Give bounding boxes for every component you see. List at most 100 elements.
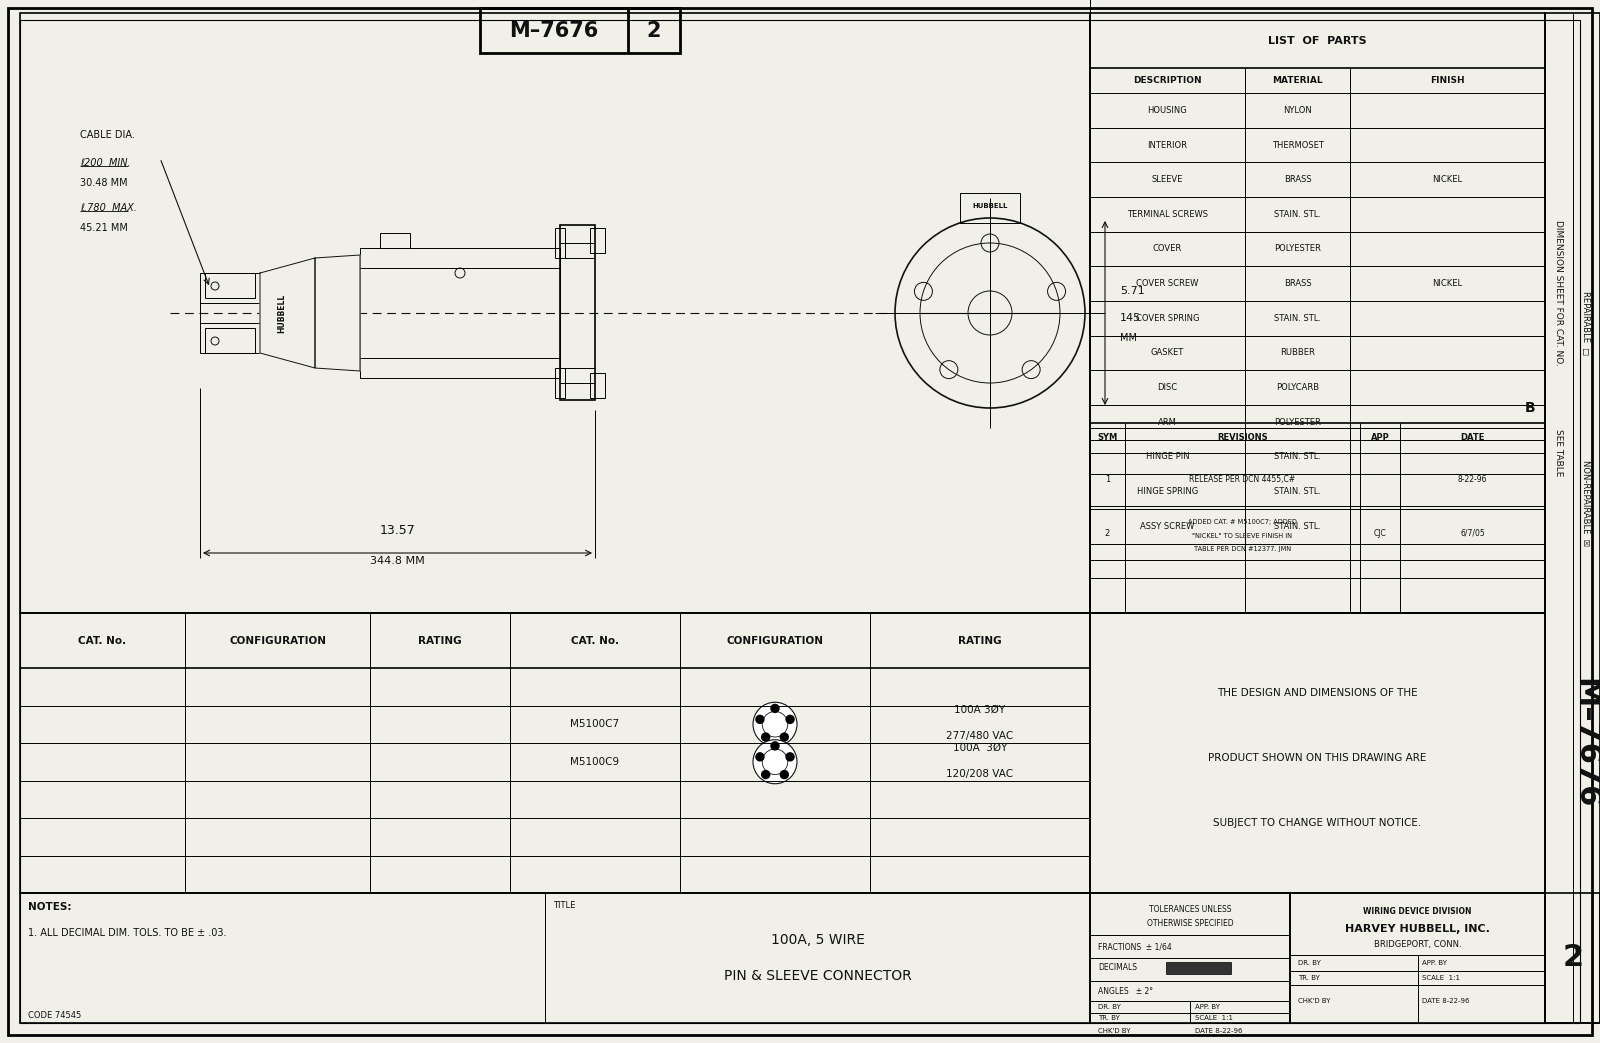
Text: DECIMALS: DECIMALS — [1098, 964, 1138, 972]
Bar — [960, 193, 1021, 223]
Text: 100A  3ØY: 100A 3ØY — [954, 743, 1006, 753]
Text: DR. BY: DR. BY — [1298, 960, 1322, 966]
Text: M–7676: M–7676 — [509, 21, 598, 41]
Text: HINGE SPRING: HINGE SPRING — [1138, 487, 1198, 496]
Text: REVISIONS: REVISIONS — [1218, 434, 1267, 442]
Text: FINISH: FINISH — [1430, 76, 1466, 84]
Bar — [205, 328, 254, 353]
Bar — [1090, 613, 1546, 893]
Circle shape — [781, 771, 789, 778]
Text: INTERIOR: INTERIOR — [1147, 141, 1187, 149]
Text: M–7676: M–7676 — [1571, 678, 1600, 808]
Text: APP. BY: APP. BY — [1195, 1004, 1221, 1010]
Bar — [1090, 423, 1546, 613]
Text: GASKET: GASKET — [1150, 348, 1184, 358]
Text: 1: 1 — [1106, 476, 1110, 484]
Text: HUBBELL: HUBBELL — [973, 203, 1008, 209]
Text: HUBBELL: HUBBELL — [277, 293, 286, 333]
Text: SLEEVE: SLEEVE — [1152, 175, 1182, 185]
Bar — [1090, 428, 1546, 613]
Text: RUBBER: RUBBER — [1280, 348, 1315, 358]
Bar — [1090, 13, 1546, 613]
Text: SCALE  1:1: SCALE 1:1 — [1195, 1015, 1234, 1021]
Text: SEE TABLE: SEE TABLE — [1555, 430, 1563, 477]
Text: ADDED CAT. # M5100C7; ADDED: ADDED CAT. # M5100C7; ADDED — [1189, 519, 1298, 526]
Text: COVER SPRING: COVER SPRING — [1136, 314, 1200, 323]
Text: STAIN. STL.: STAIN. STL. — [1274, 210, 1322, 219]
Bar — [1166, 962, 1230, 974]
Text: 145: 145 — [1120, 313, 1141, 323]
Text: M5100C7: M5100C7 — [571, 720, 619, 729]
Text: THE DESIGN AND DIMENSIONS OF THE: THE DESIGN AND DIMENSIONS OF THE — [1218, 688, 1418, 698]
Bar — [1546, 893, 1600, 1023]
Text: 13.57: 13.57 — [379, 525, 416, 537]
Circle shape — [762, 733, 770, 742]
Bar — [590, 373, 605, 398]
Text: MM: MM — [1120, 333, 1138, 343]
Text: DATE 8-22-96: DATE 8-22-96 — [1422, 998, 1470, 1004]
Bar — [590, 228, 605, 253]
Text: CONFIGURATION: CONFIGURATION — [726, 635, 824, 646]
Text: CAT. No.: CAT. No. — [78, 635, 126, 646]
Text: POLYCARB: POLYCARB — [1275, 383, 1318, 392]
Polygon shape — [259, 258, 315, 368]
Circle shape — [755, 715, 763, 724]
Text: 2: 2 — [646, 21, 661, 41]
Text: 45.21 MM: 45.21 MM — [80, 223, 128, 233]
Bar — [555, 368, 565, 398]
Text: BRASS: BRASS — [1283, 280, 1312, 288]
Text: HARVEY HUBBELL, INC.: HARVEY HUBBELL, INC. — [1346, 924, 1490, 933]
Text: STAIN. STL.: STAIN. STL. — [1274, 314, 1322, 323]
Text: CHK'D BY: CHK'D BY — [1298, 998, 1331, 1004]
Text: 277/480 VAC: 277/480 VAC — [946, 731, 1014, 742]
Text: M5100C9: M5100C9 — [571, 757, 619, 767]
Text: 1. ALL DECIMAL DIM. TOLS. TO BE ± .03.: 1. ALL DECIMAL DIM. TOLS. TO BE ± .03. — [29, 928, 227, 938]
Bar — [360, 248, 560, 378]
Text: STAIN. STL.: STAIN. STL. — [1274, 453, 1322, 461]
Bar — [19, 893, 1090, 1023]
Text: 100A 3ØY: 100A 3ØY — [955, 705, 1005, 715]
Text: TOLERANCES UNLESS: TOLERANCES UNLESS — [1149, 904, 1232, 914]
Text: APP. BY: APP. BY — [1422, 960, 1448, 966]
Text: RATING: RATING — [958, 635, 1002, 646]
Text: NICKEL: NICKEL — [1432, 280, 1462, 288]
Text: CHK'D BY: CHK'D BY — [1098, 1028, 1131, 1034]
Text: CJC: CJC — [1374, 529, 1386, 537]
Text: 30.48 MM: 30.48 MM — [80, 178, 128, 188]
Text: HINGE PIN: HINGE PIN — [1146, 453, 1189, 461]
Bar — [205, 273, 254, 298]
Bar — [1546, 13, 1600, 1023]
Bar — [480, 8, 680, 53]
Text: WIRING DEVICE DIVISION: WIRING DEVICE DIVISION — [1363, 906, 1472, 916]
Text: MATERIAL: MATERIAL — [1272, 76, 1323, 84]
Text: DISC: DISC — [1157, 383, 1178, 392]
Text: RATING: RATING — [418, 635, 462, 646]
Text: 100A, 5 WIRE: 100A, 5 WIRE — [771, 933, 864, 947]
Text: COVER SCREW: COVER SCREW — [1136, 280, 1198, 288]
Circle shape — [786, 753, 794, 760]
Text: CODE 74545: CODE 74545 — [29, 1011, 82, 1019]
Bar — [200, 273, 259, 353]
Text: DESCRIPTION: DESCRIPTION — [1133, 76, 1202, 84]
Text: 344.8 MM: 344.8 MM — [370, 556, 426, 566]
Circle shape — [754, 702, 797, 746]
Text: BRASS: BRASS — [1283, 175, 1312, 185]
Text: 120/208 VAC: 120/208 VAC — [947, 769, 1013, 779]
Text: CABLE DIA.: CABLE DIA. — [80, 130, 134, 140]
Text: 6/7/05: 6/7/05 — [1461, 529, 1485, 537]
Text: LIST  OF  PARTS: LIST OF PARTS — [1269, 35, 1366, 46]
Text: SUBJECT TO CHANGE WITHOUT NOTICE.: SUBJECT TO CHANGE WITHOUT NOTICE. — [1213, 818, 1422, 828]
Text: STAIN. STL.: STAIN. STL. — [1274, 522, 1322, 531]
Text: 5.71: 5.71 — [1120, 286, 1144, 296]
Text: NON-REPAIRABLE  ☒: NON-REPAIRABLE ☒ — [1581, 460, 1590, 547]
Text: ARM: ARM — [1158, 418, 1178, 427]
Text: DATE: DATE — [1461, 434, 1485, 442]
Text: POLYESTER: POLYESTER — [1274, 244, 1322, 253]
Bar — [381, 233, 410, 248]
Text: DATE 8-22-96: DATE 8-22-96 — [1195, 1028, 1243, 1034]
Text: APP: APP — [1371, 434, 1389, 442]
Text: NICKEL: NICKEL — [1432, 175, 1462, 185]
Circle shape — [754, 739, 797, 783]
Circle shape — [771, 704, 779, 712]
Text: ASSY SCREW: ASSY SCREW — [1141, 522, 1195, 531]
